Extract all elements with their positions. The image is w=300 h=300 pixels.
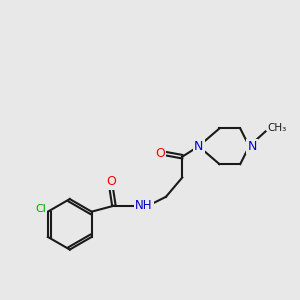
Text: Cl: Cl [35,204,46,214]
Text: CH₃: CH₃ [267,124,286,134]
Text: O: O [106,176,116,188]
Text: NH: NH [135,199,152,212]
Text: N: N [248,140,257,153]
Text: N: N [194,140,203,153]
Text: O: O [155,147,165,160]
